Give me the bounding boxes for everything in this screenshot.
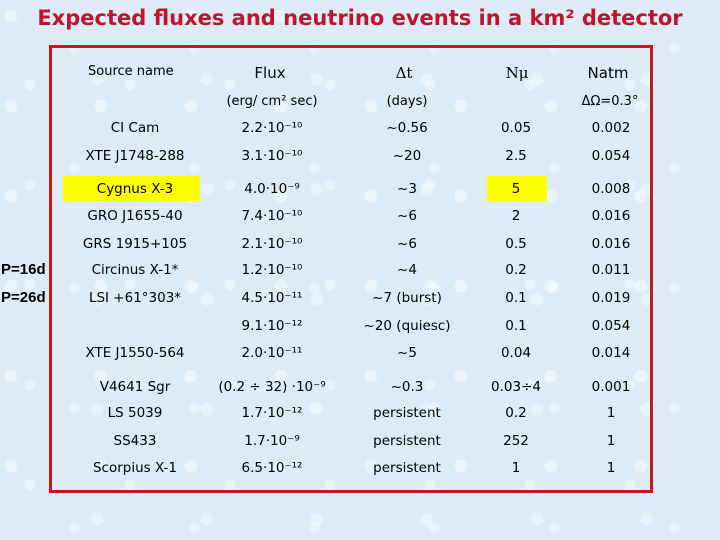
cell-nmu: 0.1 (505, 318, 527, 334)
cell-natm: 0.011 (591, 262, 631, 278)
period-label-lsi: P=26d (1, 289, 46, 306)
cell-dt: ~7 (burst) (372, 290, 442, 306)
cell-nmu: 0.5 (505, 236, 527, 252)
cell-flux: 4.5·10⁻¹¹ (241, 290, 303, 306)
cell-natm: 0.002 (591, 120, 631, 136)
page-title: Expected fluxes and neutrino events in a… (37, 6, 683, 30)
cell-name: Circinus X-1* (91, 262, 179, 278)
table-frame (49, 45, 653, 493)
period-label-circinus: P=16d (1, 261, 46, 278)
cell-nmu: 1 (511, 460, 521, 476)
cell-dt: ~20 (392, 148, 422, 164)
cell-natm: 1 (606, 460, 616, 476)
highlight-cygnus-nmu (487, 176, 547, 201)
cell-name: CI Cam (110, 120, 160, 136)
cell-nmu: 0.2 (505, 405, 527, 421)
cell-natm: 0.008 (591, 181, 631, 197)
cell-name: XTE J1550-564 (85, 345, 185, 361)
cell-natm: 0.016 (591, 236, 631, 252)
header-delta-t: Δt (395, 64, 413, 82)
cell-flux: 1.2·10⁻¹⁰ (241, 262, 303, 278)
cell-natm: 1 (606, 405, 616, 421)
cell-dt: ~0.3 (390, 379, 424, 395)
cell-name: LSI +61°303* (88, 290, 182, 306)
cell-dt: ~4 (397, 262, 417, 278)
cell-dt: persistent (373, 405, 441, 421)
cell-nmu: 0.05 (500, 120, 532, 136)
cell-dt: ~6 (397, 208, 417, 224)
cell-nmu: 0.2 (505, 262, 527, 278)
cell-flux: 3.1·10⁻¹⁰ (241, 148, 303, 164)
cell-flux: 9.1·10⁻¹² (241, 318, 303, 334)
header-dt-unit: (days) (386, 94, 428, 109)
cell-name: GRS 1915+105 (82, 236, 188, 252)
cell-natm: 0.054 (591, 318, 631, 334)
cell-dt: persistent (373, 433, 441, 449)
header-n-atm: Natm (587, 64, 629, 82)
cell-name: Scorpius X-1 (92, 460, 178, 476)
cell-flux: 1.7·10⁻¹² (241, 405, 303, 421)
cell-nmu: 5 (511, 181, 521, 197)
highlight-cygnus-name (63, 176, 200, 201)
cell-flux: 2.2·10⁻¹⁰ (241, 120, 303, 136)
cell-name: XTE J1748-288 (85, 148, 185, 164)
cell-dt: persistent (373, 460, 441, 476)
cell-dt: ~0.56 (386, 120, 428, 136)
cell-natm: 0.019 (591, 290, 631, 306)
cell-flux: 2.0·10⁻¹¹ (241, 345, 303, 361)
cell-flux: 6.5·10⁻¹² (241, 460, 303, 476)
cell-name: SS433 (113, 433, 157, 449)
cell-dt: ~3 (397, 181, 417, 197)
cell-natm: 0.016 (591, 208, 631, 224)
header-flux: Flux (254, 64, 286, 82)
cell-nmu: 252 (503, 433, 529, 449)
cell-dt: ~6 (397, 236, 417, 252)
cell-flux: (0.2 ÷ 32) ·10⁻⁹ (218, 379, 326, 395)
cell-dt: ~20 (quiesc) (363, 318, 451, 334)
cell-natm: 0.001 (591, 379, 631, 395)
cell-flux: 4.0·10⁻⁹ (244, 181, 300, 197)
header-source-name: Source name (88, 64, 174, 79)
cell-name: Cygnus X-3 (96, 181, 174, 197)
cell-name: V4641 Sgr (99, 379, 171, 395)
header-n-mu: Nμ (505, 64, 529, 82)
cell-nmu: 0.1 (505, 290, 527, 306)
cell-natm: 0.054 (591, 148, 631, 164)
cell-flux: 1.7·10⁻⁹ (244, 433, 300, 449)
cell-nmu: 2 (511, 208, 521, 224)
cell-flux: 2.1·10⁻¹⁰ (241, 236, 303, 252)
cell-flux: 7.4·10⁻¹⁰ (241, 208, 303, 224)
header-solid-angle: ΔΩ=0.3° (581, 94, 639, 109)
cell-dt: ~5 (397, 345, 417, 361)
cell-nmu: 0.03÷4 (491, 379, 541, 395)
cell-natm: 1 (606, 433, 616, 449)
cell-natm: 0.014 (591, 345, 631, 361)
cell-nmu: 2.5 (505, 148, 527, 164)
cell-nmu: 0.04 (500, 345, 532, 361)
cell-name: GRO J1655-40 (87, 208, 183, 224)
header-flux-unit: (erg/ cm² sec) (226, 94, 318, 109)
cell-name: LS 5039 (107, 405, 163, 421)
